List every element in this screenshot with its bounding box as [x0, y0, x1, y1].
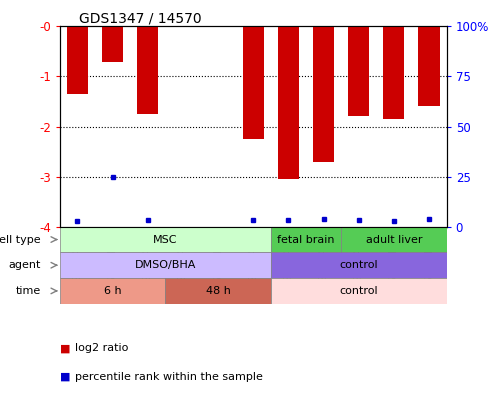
Bar	[243, 26, 264, 139]
Text: GDS1347 / 14570: GDS1347 / 14570	[79, 11, 202, 25]
Bar	[102, 26, 123, 62]
Text: 48 h: 48 h	[206, 286, 231, 296]
Bar	[419, 26, 440, 107]
Bar	[271, 227, 341, 252]
Bar	[383, 26, 404, 119]
Text: cell type: cell type	[0, 234, 40, 245]
Bar	[341, 227, 447, 252]
Text: fetal brain: fetal brain	[277, 234, 335, 245]
Bar	[60, 252, 271, 278]
Bar	[313, 26, 334, 162]
Text: adult liver: adult liver	[366, 234, 422, 245]
Bar	[278, 26, 299, 179]
Bar	[271, 252, 447, 278]
Bar	[60, 227, 271, 252]
Bar	[271, 278, 447, 304]
Bar	[165, 278, 271, 304]
Bar	[60, 278, 165, 304]
Text: 6 h: 6 h	[104, 286, 121, 296]
Text: ■: ■	[60, 372, 70, 382]
Text: agent: agent	[8, 260, 40, 270]
Text: DMSO/BHA: DMSO/BHA	[135, 260, 196, 270]
Bar	[137, 26, 158, 114]
Bar	[348, 26, 369, 117]
Bar	[67, 26, 88, 94]
Text: percentile rank within the sample: percentile rank within the sample	[75, 372, 263, 382]
Text: MSC: MSC	[153, 234, 178, 245]
Text: time: time	[15, 286, 40, 296]
Text: ■: ■	[60, 343, 70, 353]
Text: control: control	[339, 260, 378, 270]
Text: log2 ratio: log2 ratio	[75, 343, 128, 353]
Text: control: control	[339, 286, 378, 296]
